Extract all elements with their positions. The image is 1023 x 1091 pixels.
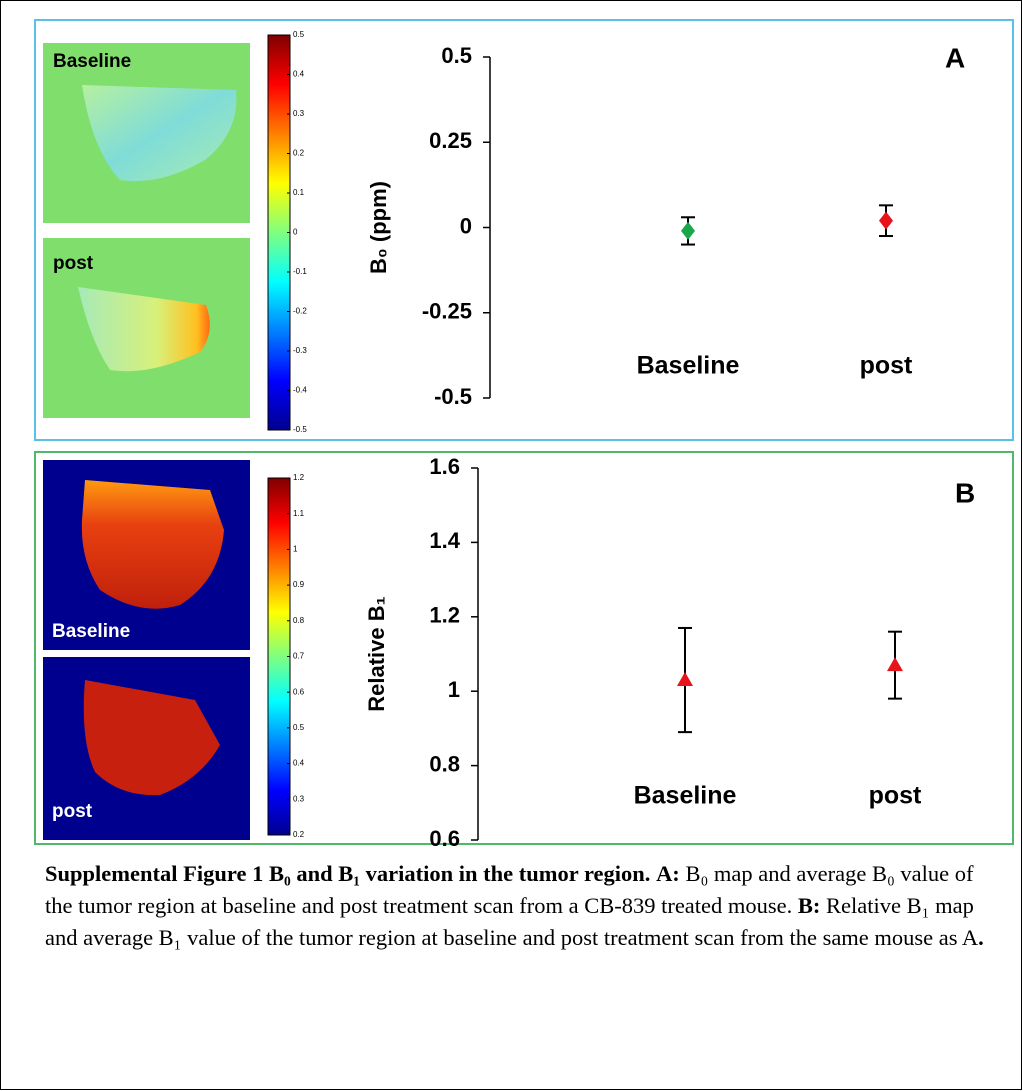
colorbar-tick-label: 0.3 — [293, 109, 305, 118]
y-tick-label: -0.25 — [422, 299, 472, 324]
colorbar-tick-label: 0.4 — [293, 759, 305, 768]
colorbar-tick-label: 0.1 — [293, 188, 305, 197]
y-tick-label: 0 — [460, 213, 472, 238]
panel-letter: A — [945, 42, 965, 73]
figure: ABaselinepost0.50.40.30.20.10-0.1-0.2-0.… — [0, 0, 1023, 1091]
colorbar-tick-label: 0.5 — [293, 30, 305, 39]
y-tick-label: 0.6 — [429, 826, 460, 851]
colorbar-tick-label: 0.2 — [293, 149, 305, 158]
colorbar-tick-label: 1 — [293, 545, 298, 554]
y-axis-label: Relative B₁ — [364, 596, 389, 711]
colorbar-tick-label: 0 — [293, 228, 298, 237]
x-tick-label: post — [860, 352, 913, 380]
caption: Supplemental Figure 1 B₀ and B₁ variatio… — [45, 858, 985, 954]
y-tick-label: 0.5 — [441, 43, 472, 68]
colorbar-tick-label: -0.5 — [293, 425, 307, 434]
x-tick-label: Baseline — [634, 782, 737, 810]
y-tick-label: 0.25 — [429, 128, 472, 153]
y-tick-label: 1.2 — [429, 603, 460, 628]
x-tick-label: Baseline — [637, 352, 740, 380]
image-label: Baseline — [52, 621, 130, 642]
colorbar-tick-label: 0.4 — [293, 70, 305, 79]
y-tick-label: 1.4 — [429, 528, 460, 553]
caption-title: Supplemental Figure 1 B₀ and B₁ variatio… — [45, 861, 650, 886]
y-tick-label: -0.5 — [434, 384, 472, 409]
colorbar-tick-label: 0.6 — [293, 687, 305, 696]
image-label: post — [52, 801, 93, 822]
caption-label: A: — [656, 861, 680, 886]
colorbar — [268, 478, 290, 835]
colorbar-tick-label: 0.5 — [293, 723, 305, 732]
y-tick-label: 1 — [448, 677, 460, 702]
colorbar-tick-label: 1.2 — [293, 473, 305, 482]
marker — [677, 672, 693, 686]
y-tick-label: 0.8 — [429, 751, 460, 776]
colorbar-tick-label: 0.9 — [293, 580, 305, 589]
colorbar-tick-label: 0.7 — [293, 652, 305, 661]
caption-label: B: — [798, 893, 821, 918]
colorbar-tick-label: -0.1 — [293, 267, 307, 276]
colorbar-tick-label: 0.3 — [293, 794, 305, 803]
x-tick-label: post — [869, 782, 922, 810]
colorbar-tick-label: -0.2 — [293, 307, 307, 316]
y-axis-label: B₀ (ppm) — [366, 181, 391, 274]
marker — [887, 657, 903, 671]
colorbar-tick-label: -0.4 — [293, 386, 307, 395]
colorbar-tick-label: 1.1 — [293, 509, 305, 518]
colorbar — [268, 35, 290, 430]
marker — [681, 222, 695, 240]
image-label: Baseline — [53, 51, 131, 72]
colorbar-tick-label: 0.2 — [293, 830, 305, 839]
colorbar-tick-label: -0.3 — [293, 346, 307, 355]
panel-letter: B — [955, 477, 975, 508]
y-tick-label: 1.6 — [429, 454, 460, 479]
image-label: post — [53, 253, 94, 274]
marker — [879, 212, 893, 230]
colorbar-tick-label: 0.8 — [293, 616, 305, 625]
caption-end: . — [978, 925, 984, 950]
